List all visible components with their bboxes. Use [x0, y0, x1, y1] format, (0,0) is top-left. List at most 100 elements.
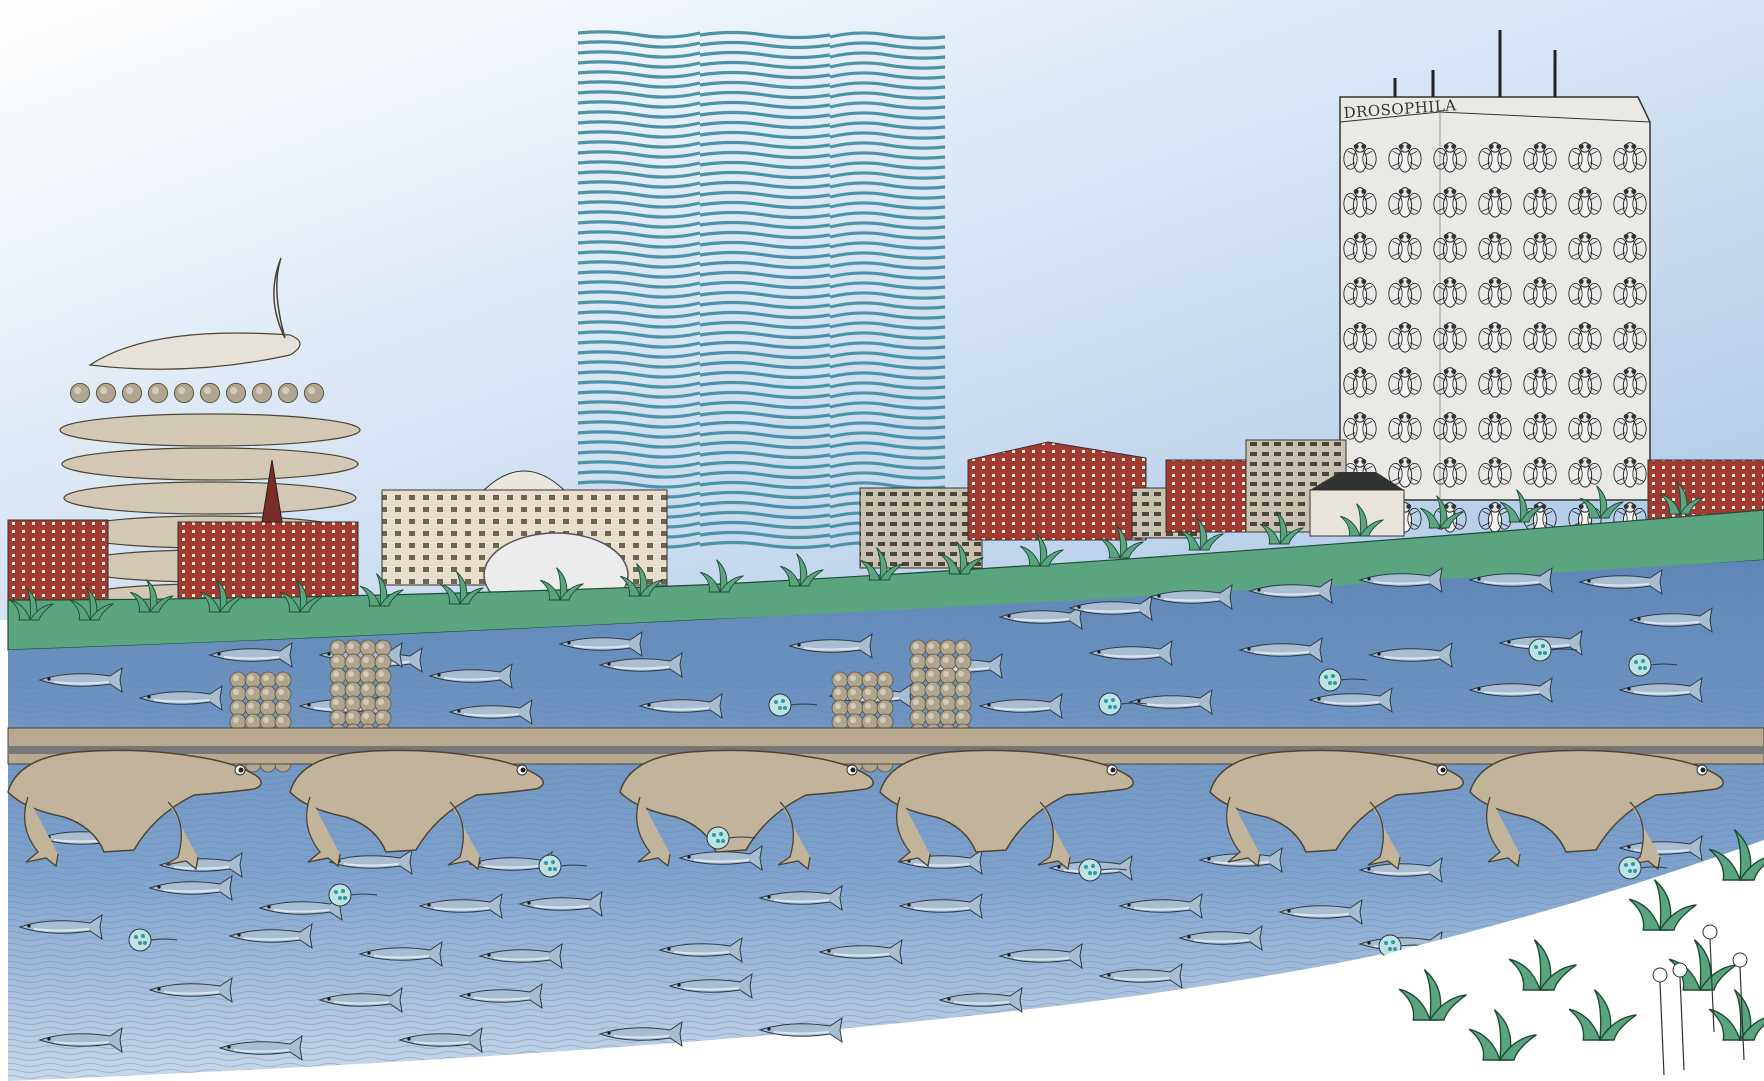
frog-egg-icon: [374, 709, 392, 727]
frog-egg-icon: [909, 667, 927, 685]
frog-egg-icon: [244, 671, 262, 689]
red-hotel-building: [967, 441, 1147, 541]
frog-egg-icon: [359, 639, 377, 657]
frog-egg-icon: [909, 709, 927, 727]
frog-egg-icon: [831, 671, 849, 689]
frog-egg-icon: [846, 671, 864, 689]
flower-stem: [1739, 966, 1745, 1061]
frog-egg-icon: [939, 653, 957, 671]
frog-egg-icon: [374, 667, 392, 685]
flower-icon: [1672, 962, 1688, 978]
frog-egg-icon: [274, 699, 292, 717]
frog-egg-icon: [924, 709, 942, 727]
frog-egg-icon: [924, 681, 942, 699]
frog-egg-icon: [359, 695, 377, 713]
mouse-icon: [88, 332, 301, 370]
frog-egg-icon: [259, 671, 277, 689]
frog-egg-icon: [954, 695, 972, 713]
frog-egg-icon: [954, 653, 972, 671]
observatory-dome: [482, 470, 566, 491]
mouse-face-icon: [251, 382, 273, 404]
frog-egg-icon: [861, 671, 879, 689]
mouse-face-icon: [225, 382, 247, 404]
frog-egg-icon: [244, 699, 262, 717]
frog-egg-icon: [344, 681, 362, 699]
mouse-tail: [273, 257, 286, 339]
frog-egg-icon: [229, 685, 247, 703]
frog-egg-icon: [924, 667, 942, 685]
frog-egg-icon: [954, 681, 972, 699]
frog-egg-icon: [344, 667, 362, 685]
frog-egg-icon: [229, 671, 247, 689]
frog-egg-icon: [359, 709, 377, 727]
frog-egg-icon: [244, 685, 262, 703]
frog-egg-icon: [374, 695, 392, 713]
frog-egg-icon: [329, 639, 347, 657]
frog-egg-icon: [359, 681, 377, 699]
frog-egg-icon: [344, 653, 362, 671]
flower-stem: [1659, 981, 1665, 1076]
frog-egg-icon: [954, 639, 972, 657]
frog-egg-icon: [374, 681, 392, 699]
flower-icon: [1652, 967, 1668, 983]
frog-egg-icon: [861, 685, 879, 703]
mouse-face-icon: [69, 382, 91, 404]
frog-egg-icon: [374, 653, 392, 671]
frog-egg-icon: [259, 685, 277, 703]
frog-egg-icon: [876, 671, 894, 689]
flower-icon: [1732, 952, 1748, 968]
frog-egg-icon: [924, 653, 942, 671]
church-spire: [261, 459, 283, 523]
fly-facade: [1343, 142, 1647, 533]
frog-egg-icon: [359, 667, 377, 685]
frog-egg-icon: [876, 699, 894, 717]
frog-egg-icon: [909, 653, 927, 671]
frog-egg-icon: [259, 699, 277, 717]
frog-egg-icon: [909, 639, 927, 657]
frog-egg-icon: [374, 639, 392, 657]
mouse-face-icon: [303, 382, 325, 404]
frog-egg-icon: [861, 699, 879, 717]
house-roof: [1310, 472, 1404, 490]
frog-egg-icon: [329, 653, 347, 671]
mouse-face-icon: [147, 382, 169, 404]
frog-egg-icon: [344, 709, 362, 727]
frog-egg-icon: [229, 699, 247, 717]
frog-egg-icon: [831, 685, 849, 703]
frog-egg-icon: [876, 685, 894, 703]
frog-egg-icon: [274, 685, 292, 703]
frog-egg-icon: [344, 695, 362, 713]
flower-stem: [1709, 938, 1715, 1033]
frog-egg-icon: [329, 681, 347, 699]
frog-egg-icon: [329, 695, 347, 713]
bridge-rail: [8, 746, 1764, 754]
frog-egg-icon: [329, 709, 347, 727]
frog-egg-icon: [359, 653, 377, 671]
frog-egg-icon: [939, 709, 957, 727]
frog-egg-icon: [954, 709, 972, 727]
frog-egg-icon: [939, 667, 957, 685]
frog-egg-icon: [954, 667, 972, 685]
mouse-face-icon: [199, 382, 221, 404]
mouse-face-icon: [121, 382, 143, 404]
flower-icon: [1702, 924, 1718, 940]
mouse-face-icon: [95, 382, 117, 404]
brick-building: [1165, 459, 1247, 533]
frog-egg-icon: [846, 699, 864, 717]
frog-egg-icon: [909, 681, 927, 699]
frog-bridge: [7, 727, 1764, 870]
frog-egg-icon: [939, 681, 957, 699]
frog-egg-icon: [924, 695, 942, 713]
frog-egg-icon: [939, 695, 957, 713]
frog-egg-icon: [329, 667, 347, 685]
frog-egg-icon: [831, 699, 849, 717]
mouse-face-icon: [173, 382, 195, 404]
frog-egg-icon: [344, 639, 362, 657]
drosophila-tower: DROSOPHILA: [1339, 30, 1651, 533]
frog-egg-icon: [274, 671, 292, 689]
frog-egg-icon: [924, 639, 942, 657]
frog-egg-icon: [939, 639, 957, 657]
frog-egg-icon: [846, 685, 864, 703]
arabidopsis-plants: [1398, 828, 1764, 1076]
